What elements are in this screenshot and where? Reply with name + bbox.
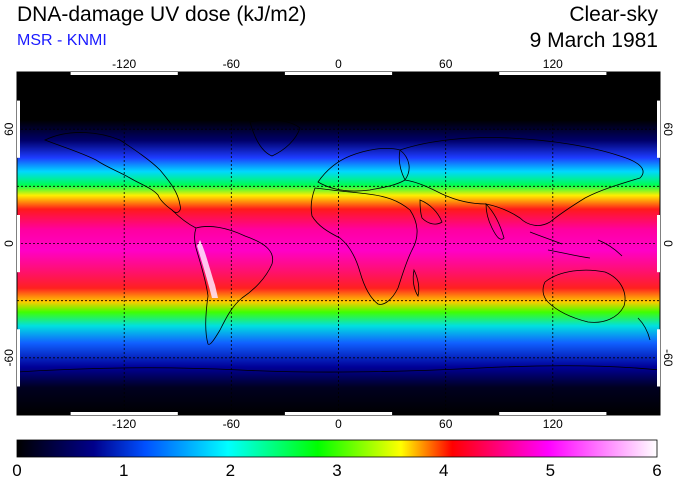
lon-label: 0: [335, 57, 342, 71]
lon-label: 120: [543, 417, 563, 431]
lat-label: 0: [2, 240, 16, 247]
lat-labels-right: 60 0 -60: [661, 123, 675, 367]
colorbar-labels: 0 1 2 3 4 5 6: [12, 461, 661, 480]
colorbar-label: 6: [652, 461, 661, 480]
colorbar-label: 2: [226, 461, 235, 480]
lon-label: -60: [223, 417, 241, 431]
lon-label: 0: [335, 417, 342, 431]
lat-label: 60: [2, 122, 16, 136]
lat-label: -60: [661, 349, 675, 367]
lon-label: 60: [439, 57, 453, 71]
lat-label: 60: [661, 123, 675, 137]
frame-graduations: [17, 72, 660, 415]
lon-label: 60: [439, 417, 453, 431]
lon-labels-bottom: -120 -60 0 60 120: [112, 417, 563, 431]
sky-condition-label: Clear-sky: [569, 3, 658, 26]
colorbar-label: 0: [12, 461, 21, 480]
lon-label: -120: [112, 57, 136, 71]
colorbar-label: 3: [332, 461, 341, 480]
lat-labels-left: 60 0 -60: [2, 122, 16, 366]
colorbar-label: 4: [439, 461, 448, 480]
lat-label: -60: [2, 349, 16, 367]
coastlines: [17, 119, 660, 373]
source-label: MSR - KNMI: [17, 32, 107, 49]
lat-label: 0: [661, 240, 675, 247]
lon-label: 120: [543, 57, 563, 71]
gridlines: [17, 72, 660, 415]
lon-label: -60: [223, 57, 241, 71]
lon-label: -120: [112, 417, 136, 431]
map-title: DNA-damage UV dose (kJ/m2): [17, 3, 307, 26]
colorbar: [16, 439, 658, 458]
date-label: 9 March 1981: [529, 29, 658, 52]
uv-dose-field: [17, 72, 660, 415]
lon-labels-top: -120 -60 0 60 120: [112, 57, 563, 71]
colorbar-label: 1: [119, 461, 128, 480]
colorbar-label: 5: [546, 461, 555, 480]
